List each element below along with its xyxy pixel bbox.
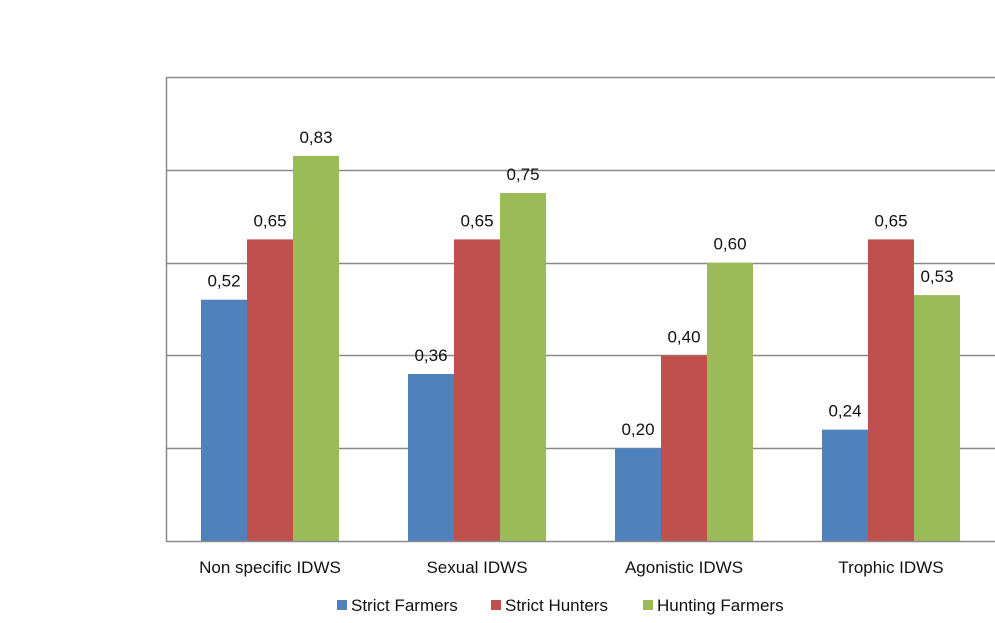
data-label-1-2: 0,40 (667, 327, 700, 346)
axes: Non specific IDWS Sexual IDWS Agonistic ID… (165, 77, 995, 577)
legend-swatch-2 (643, 600, 653, 610)
bar-2-2 (707, 262, 753, 541)
legend-swatch-0 (337, 600, 347, 610)
bar-2-1 (500, 193, 546, 541)
bars (201, 155, 960, 541)
data-label-1-3: 0,65 (874, 211, 907, 230)
data-label-0-1: 0,36 (414, 346, 447, 365)
x-tick-label-0: Non specific IDWS (199, 558, 341, 577)
bar-1-1 (454, 239, 500, 541)
x-tick-label-1: Sexual IDWS (426, 558, 527, 577)
legend: Strict Farmers Strict Hunters Hunting Farm… (337, 596, 784, 615)
data-label-0-3: 0,24 (828, 402, 861, 421)
legend-label-1: Strict Hunters (505, 596, 608, 615)
legend-label-2: Hunting Farmers (657, 596, 784, 615)
bar-0-3 (822, 429, 868, 541)
data-label-0-2: 0,20 (621, 420, 654, 439)
data-labels: 0,52 0,36 0,20 0,24 0,65 0,65 0,40 0,65 0,83 0,75… (207, 128, 953, 439)
bar-1-0 (247, 239, 293, 541)
bar-0-0 (201, 299, 247, 541)
bar-1-3 (868, 239, 914, 541)
x-tick-label-2: Agonistic IDWS (625, 558, 743, 577)
bar-2-3 (914, 295, 960, 541)
data-label-2-0: 0,83 (299, 128, 332, 147)
x-tick-label-3: Trophic IDWS (838, 558, 943, 577)
data-label-0-0: 0,52 (207, 272, 240, 291)
data-label-1-0: 0,65 (253, 211, 286, 230)
data-label-2-2: 0,60 (713, 235, 746, 254)
bar-1-2 (661, 355, 707, 541)
data-label-1-1: 0,65 (460, 211, 493, 230)
data-label-2-1: 0,75 (506, 165, 539, 184)
bar-2-0 (293, 155, 339, 541)
data-label-2-3: 0,53 (920, 267, 953, 286)
bar-0-2 (615, 448, 661, 541)
legend-label-0: Strict Farmers (351, 596, 458, 615)
bar-0-1 (408, 373, 454, 541)
legend-swatch-1 (491, 600, 501, 610)
